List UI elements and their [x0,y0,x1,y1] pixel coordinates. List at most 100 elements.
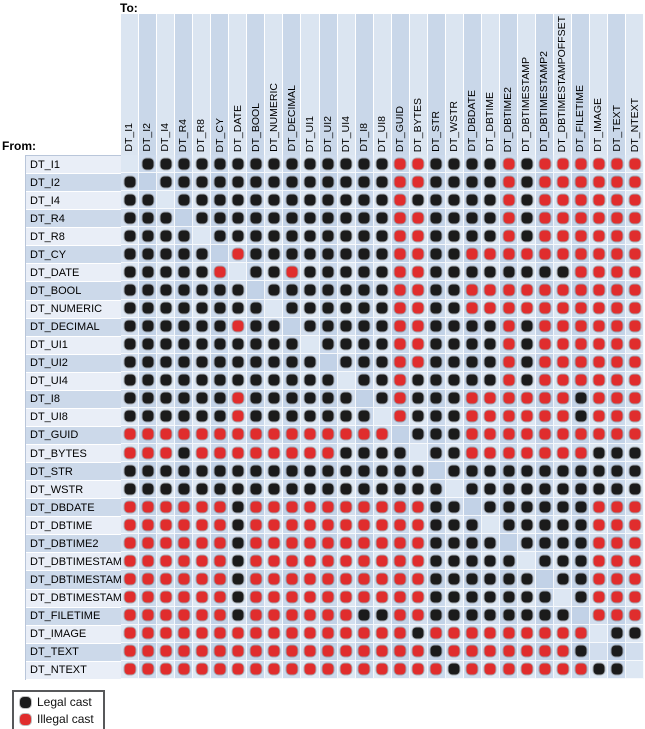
legal-cast-dot-icon [124,284,136,296]
legal-cast-dot-icon [376,158,388,170]
matrix-cell-dt_str-to-dt_numeric [265,462,284,481]
legal-cast-dot-icon [178,447,190,459]
matrix-cell-dt_dbtimestamp2-to-dt_cy [211,570,230,589]
matrix-cell-dt_i1-to-dt_r8 [193,155,212,174]
illegal-cast-dot-icon [214,645,226,657]
matrix-cell-dt_i4-to-dt_dbdate [463,191,482,210]
matrix-cell-dt_bool-to-dt_filetime [572,281,591,300]
legal-cast-dot-icon [304,483,316,495]
legal-cast-dot-icon [178,158,190,170]
legal-cast-dot-icon [160,158,172,170]
matrix-cell-dt_ui1-to-dt_i4 [157,335,176,354]
matrix-cell-dt_ntext-to-dt_dbtimestampoffset [554,660,573,679]
matrix-cell-dt_image-to-dt_filetime [572,624,591,643]
matrix-cell-dt_ntext-to-dt_i4 [157,660,176,679]
illegal-cast-dot-icon [503,392,514,404]
matrix-cell-dt_decimal-to-dt_bytes [409,317,428,336]
row-label-dt_ui4: DT_UI4 [26,372,122,391]
matrix-cell-dt_text-to-dt_ntext [626,642,645,661]
illegal-cast-dot-icon [503,212,514,224]
matrix-cell-dt_ui2-to-dt_bool [247,353,266,372]
legal-cast-dot-icon [521,537,533,549]
illegal-cast-dot-icon [466,392,478,404]
legal-cast-dot-icon [503,573,514,585]
column-header-label: DT_DBDATE [466,90,479,152]
illegal-cast-dot-icon [160,428,172,440]
legal-cast-dot-icon [178,483,190,495]
legal-cast-dot-icon [214,230,226,242]
legal-cast-dot-icon [466,591,478,603]
matrix-cell-dt_dbtimestampoffset-to-dt_image [590,588,609,607]
matrix-cell-dt_filetime-to-dt_r8 [193,606,212,625]
legal-cast-dot-icon [466,609,478,621]
illegal-cast-dot-icon [178,573,190,585]
illegal-cast-dot-icon [340,627,352,639]
matrix-cell-dt_r8-to-dt_str [427,227,446,246]
legal-cast-dot-icon [142,356,154,368]
matrix-cell-dt_dbtime-to-dt_i4 [157,516,176,535]
matrix-cell-dt_dbtimestamp-to-dt_decimal [283,552,302,571]
illegal-cast-dot-icon [575,302,587,314]
matrix-cell-dt_ntext-to-dt_dbtime [481,660,500,679]
matrix-cell-dt_bool-to-dt_date [229,281,248,300]
legal-cast-dot-icon [214,158,226,170]
matrix-cell-dt_ui1-to-dt_ntext [626,335,645,354]
illegal-cast-dot-icon [593,320,605,332]
matrix-cell-dt_numeric-to-dt_r8 [193,299,212,318]
legal-cast-dot-icon [466,176,478,188]
legal-cast-dot-icon [250,230,262,242]
illegal-cast-dot-icon [557,302,569,314]
matrix-cell-dt_guid-to-dt_ntext [626,425,645,444]
illegal-cast-dot-icon [484,645,496,657]
legal-cast-dot-icon [268,284,280,296]
matrix-cell-dt_ui8-to-dt_ui1 [301,407,320,426]
illegal-cast-dot-icon [521,645,533,657]
matrix-cell-dt_dbtime-to-dt_decimal [283,516,302,535]
matrix-cell-dt_i2-to-dt_cy [211,173,230,192]
legal-cast-dot-icon [214,338,226,350]
illegal-cast-dot-icon [629,428,641,440]
matrix-cell-dt_bool-to-dt_i4 [157,281,176,300]
legal-cast-dot-icon [539,591,551,603]
matrix-cell-dt_ui8-to-dt_bool [247,407,266,426]
matrix-cell-dt_str-to-dt_bool [247,462,266,481]
column-header-label: DT_STR [430,111,443,152]
illegal-cast-dot-icon [521,447,533,459]
matrix-cell-dt_i4-to-dt_text [608,191,627,210]
illegal-cast-dot-icon [484,302,496,314]
matrix-cell-dt_cy-to-dt_guid [391,245,410,264]
matrix-cell-dt_ntext-to-dt_ui2 [319,660,338,679]
matrix-cell-dt_ui8-to-dt_wstr [445,407,464,426]
matrix-cell-dt_decimal-to-dt_dbtimestamp2 [536,317,555,336]
legal-cast-dot-icon [340,284,352,296]
matrix-cell-dt_filetime-to-dt_i1 [121,606,140,625]
legal-cast-dot-icon [322,392,334,404]
legal-cast-dot-icon [539,555,551,567]
legal-cast-dot-icon [376,284,388,296]
matrix-cell-dt_numeric-to-dt_wstr [445,299,464,318]
legal-cast-dot-icon [340,447,352,459]
matrix-cell-dt_text-to-dt_cy [211,642,230,661]
matrix-cell-dt_dbtime2-to-dt_numeric [265,534,284,553]
illegal-cast-dot-icon [286,627,298,639]
legal-cast-dot-icon [448,501,460,513]
matrix-cell-dt_bool-to-dt_r8 [193,281,212,300]
column-header-label: DT_I2 [141,123,154,152]
matrix-cell-dt_guid-to-dt_dbtimestampoffset [554,425,573,444]
matrix-cell-dt_ui1-to-dt_ui8 [373,335,392,354]
legal-cast-dot-icon [448,230,460,242]
matrix-cell-dt_wstr-to-dt_ui4 [337,480,356,499]
matrix-cell-dt_r4-to-dt_i8 [355,209,374,228]
column-header-dt_i2: DT_I2 [139,14,158,155]
matrix-cell-dt_numeric-to-dt_dbtime [481,299,500,318]
matrix-cell-dt_dbtimestamp2-to-dt_ntext [626,570,645,589]
legal-cast-dot-icon [304,392,316,404]
legal-cast-dot-icon [268,320,280,332]
column-header-dt_wstr: DT_WSTR [445,14,464,155]
illegal-cast-dot-icon [394,320,406,332]
matrix-cell-dt_dbdate-to-dt_r8 [193,498,212,517]
illegal-cast-dot-icon [322,627,334,639]
matrix-cell-dt_image-to-dt_date [229,624,248,643]
illegal-cast-dot-icon [611,230,623,242]
illegal-cast-dot-icon [196,555,208,567]
